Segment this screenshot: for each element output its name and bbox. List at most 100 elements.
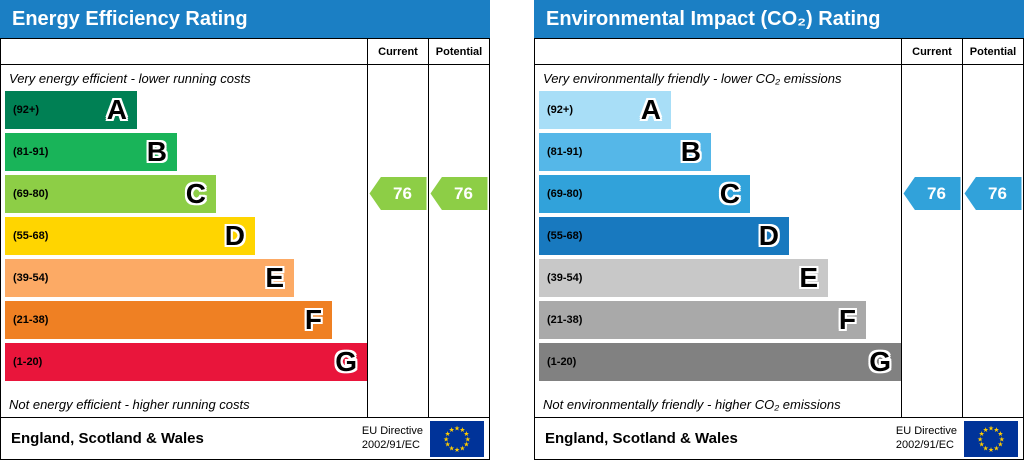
band-range-label: (21-38) bbox=[13, 314, 49, 326]
chart-footer: England, Scotland & Wales EU Directive 2… bbox=[1, 417, 489, 459]
band-range-label: (55-68) bbox=[547, 230, 583, 242]
svg-text:★: ★ bbox=[463, 440, 469, 448]
svg-text:★: ★ bbox=[977, 435, 983, 443]
svg-text:★: ★ bbox=[983, 425, 989, 433]
band-area: Very energy efficient - lower running co… bbox=[1, 65, 367, 417]
band-letter: C bbox=[185, 178, 206, 209]
svg-text:★: ★ bbox=[445, 440, 451, 448]
svg-text:★: ★ bbox=[459, 425, 465, 433]
potential-column-header: Potential bbox=[962, 39, 1023, 65]
band-area: Very environmentally friendly - lower CO… bbox=[535, 65, 901, 417]
band-letter: G bbox=[335, 346, 357, 377]
svg-text:★: ★ bbox=[993, 425, 999, 433]
current-rating-arrow: 76 bbox=[369, 177, 427, 210]
top-caption: Very energy efficient - lower running co… bbox=[9, 71, 251, 86]
band-range-label: (55-68) bbox=[13, 230, 49, 242]
band-letter: F bbox=[304, 304, 322, 335]
svg-text:★: ★ bbox=[463, 429, 469, 437]
chart-footer: England, Scotland & Wales EU Directive 2… bbox=[535, 417, 1023, 459]
current-column-header: Current bbox=[367, 39, 428, 65]
band-d: (55-68) D bbox=[5, 217, 255, 255]
svg-text:★: ★ bbox=[999, 435, 1005, 443]
svg-text:★: ★ bbox=[997, 440, 1003, 448]
band-letter: B bbox=[680, 136, 701, 167]
column-header-spacer bbox=[1, 39, 367, 65]
band-range-label: (1-20) bbox=[547, 356, 577, 368]
svg-text:★: ★ bbox=[443, 435, 449, 443]
top-caption: Very environmentally friendly - lower CO… bbox=[543, 71, 842, 86]
band-letter: D bbox=[758, 220, 779, 251]
environmental-impact-panel: Environmental Impact (CO₂) Rating Curren… bbox=[534, 0, 1024, 460]
eu-flag-icon: ★ ★★ ★★★ ★★★ ★★★ bbox=[964, 420, 1018, 457]
band-g: (1-20) G bbox=[539, 343, 901, 381]
energy-efficiency-title: Energy Efficiency Rating bbox=[0, 0, 490, 38]
svg-text:★: ★ bbox=[988, 446, 994, 454]
band-e: (39-54) E bbox=[539, 259, 828, 297]
energy-efficiency-chart: Current Potential Very energy efficient … bbox=[0, 38, 490, 460]
eu-flag-icon: ★ ★★ ★★★ ★★★ ★★★ bbox=[430, 420, 484, 457]
svg-text:★: ★ bbox=[983, 444, 989, 452]
band-a: (92+) A bbox=[5, 91, 137, 129]
potential-column-header: Potential bbox=[428, 39, 489, 65]
band-range-label: (39-54) bbox=[547, 272, 583, 284]
band-letter: E bbox=[265, 262, 284, 293]
band-range-label: (69-80) bbox=[13, 188, 49, 200]
potential-column: 76 bbox=[428, 65, 489, 417]
svg-text:★: ★ bbox=[465, 435, 471, 443]
svg-text:★: ★ bbox=[988, 424, 994, 432]
region-label: England, Scotland & Wales bbox=[545, 430, 738, 447]
svg-text:★: ★ bbox=[449, 444, 455, 452]
potential-column: 76 bbox=[962, 65, 1023, 417]
environmental-impact-chart: Current Potential Very environmentally f… bbox=[534, 38, 1024, 460]
potential-rating-value: 76 bbox=[988, 183, 1007, 203]
band-a: (92+) A bbox=[539, 91, 671, 129]
potential-rating-arrow: 76 bbox=[964, 177, 1022, 210]
band-letter: G bbox=[869, 346, 891, 377]
band-letter: F bbox=[838, 304, 856, 335]
eu-directive-label: EU Directive 2002/91/EC bbox=[361, 425, 423, 451]
svg-text:★: ★ bbox=[445, 429, 451, 437]
band-letter: E bbox=[799, 262, 818, 293]
band-letter: C bbox=[719, 178, 740, 209]
band-range-label: (39-54) bbox=[13, 272, 49, 284]
band-range-label: (81-91) bbox=[547, 146, 583, 158]
band-range-label: (92+) bbox=[13, 104, 39, 116]
svg-text:★: ★ bbox=[997, 429, 1003, 437]
current-column: 76 bbox=[901, 65, 962, 417]
band-range-label: (81-91) bbox=[13, 146, 49, 158]
band-letter: B bbox=[146, 136, 167, 167]
svg-text:★: ★ bbox=[993, 444, 999, 452]
column-header-spacer bbox=[535, 39, 901, 65]
energy-efficiency-panel: Energy Efficiency Rating Current Potenti… bbox=[0, 0, 490, 460]
band-b: (81-91) B bbox=[5, 133, 177, 171]
region-label: England, Scotland & Wales bbox=[11, 430, 204, 447]
potential-rating-arrow: 76 bbox=[430, 177, 488, 210]
band-b: (81-91) B bbox=[539, 133, 711, 171]
band-letter: A bbox=[640, 94, 661, 125]
svg-text:★: ★ bbox=[449, 425, 455, 433]
band-f: (21-38) F bbox=[539, 301, 866, 339]
current-column: 76 bbox=[367, 65, 428, 417]
bottom-caption: Not environmentally friendly - higher CO… bbox=[543, 397, 841, 412]
svg-text:★: ★ bbox=[454, 446, 460, 454]
environmental-impact-title: Environmental Impact (CO₂) Rating bbox=[534, 0, 1024, 38]
band-letter: A bbox=[106, 94, 127, 125]
svg-text:★: ★ bbox=[979, 440, 985, 448]
svg-text:★: ★ bbox=[979, 429, 985, 437]
bottom-caption: Not energy efficient - higher running co… bbox=[9, 397, 250, 412]
current-rating-arrow: 76 bbox=[903, 177, 961, 210]
band-range-label: (69-80) bbox=[547, 188, 583, 200]
band-d: (55-68) D bbox=[539, 217, 789, 255]
rating-bands: (92+) A (81-91) B (69-80) C (55-68) D bbox=[539, 91, 901, 381]
band-g: (1-20) G bbox=[5, 343, 367, 381]
band-c: (69-80) C bbox=[539, 175, 750, 213]
band-f: (21-38) F bbox=[5, 301, 332, 339]
band-range-label: (92+) bbox=[547, 104, 573, 116]
current-rating-value: 76 bbox=[927, 183, 946, 203]
band-range-label: (1-20) bbox=[13, 356, 43, 368]
svg-text:★: ★ bbox=[454, 424, 460, 432]
current-rating-value: 76 bbox=[393, 183, 412, 203]
current-column-header: Current bbox=[901, 39, 962, 65]
band-c: (69-80) C bbox=[5, 175, 216, 213]
